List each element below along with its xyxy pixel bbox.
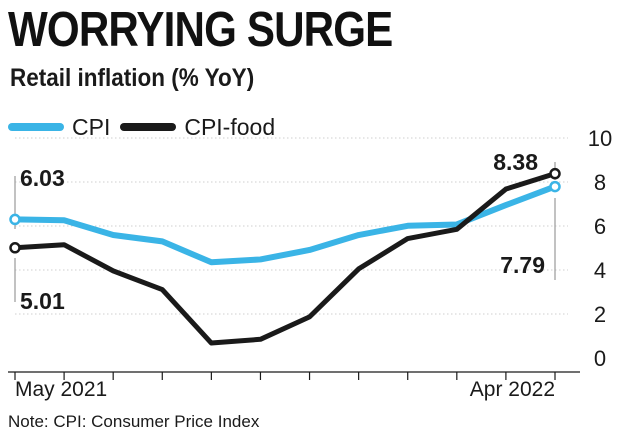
chart-title: WORRYING SURGE [8,3,393,57]
data-labels: 6.03 5.01 8.38 7.79 [9,149,561,314]
endpoint-marker [9,213,21,226]
legend-item-cpi-food: CPI-food [120,114,275,141]
y-tick-label: 2 [594,302,606,327]
axes: 0 2 4 6 8 10 May 2021 Apr 2022 [8,126,612,401]
y-tick-label: 6 [594,214,606,239]
data-label: 5.01 [20,288,65,314]
legend-swatch-cpi [8,123,64,131]
x-tick-label: Apr 2022 [470,378,555,401]
legend-item-cpi: CPI [8,114,110,141]
endpoint-marker [549,180,561,193]
data-label: 6.03 [20,165,65,191]
chart-subtitle: Retail inflation (% YoY) [10,64,255,92]
x-tick-label: May 2021 [15,378,107,401]
legend-swatch-cpi-food [120,123,177,131]
y-tick-label: 4 [594,258,606,283]
legend: CPI CPI-food [8,112,275,142]
endpoint-marker [9,242,21,254]
legend-label-cpi-food: CPI-food [184,113,276,140]
series-lines [12,171,558,346]
data-label: 8.38 [493,149,538,175]
footnote: Note: CPI: Consumer Price Index [8,412,260,431]
data-label: 7.79 [500,252,545,278]
series-line-cpi-food [12,171,558,346]
y-tick-label: 8 [594,170,606,195]
series-line-cpi [12,183,558,266]
grid-lines [15,137,568,315]
y-tick-label: 0 [594,346,606,371]
endpoint-marker [549,167,561,180]
legend-label-cpi: CPI [72,113,111,140]
y-tick-label: 10 [588,126,612,151]
